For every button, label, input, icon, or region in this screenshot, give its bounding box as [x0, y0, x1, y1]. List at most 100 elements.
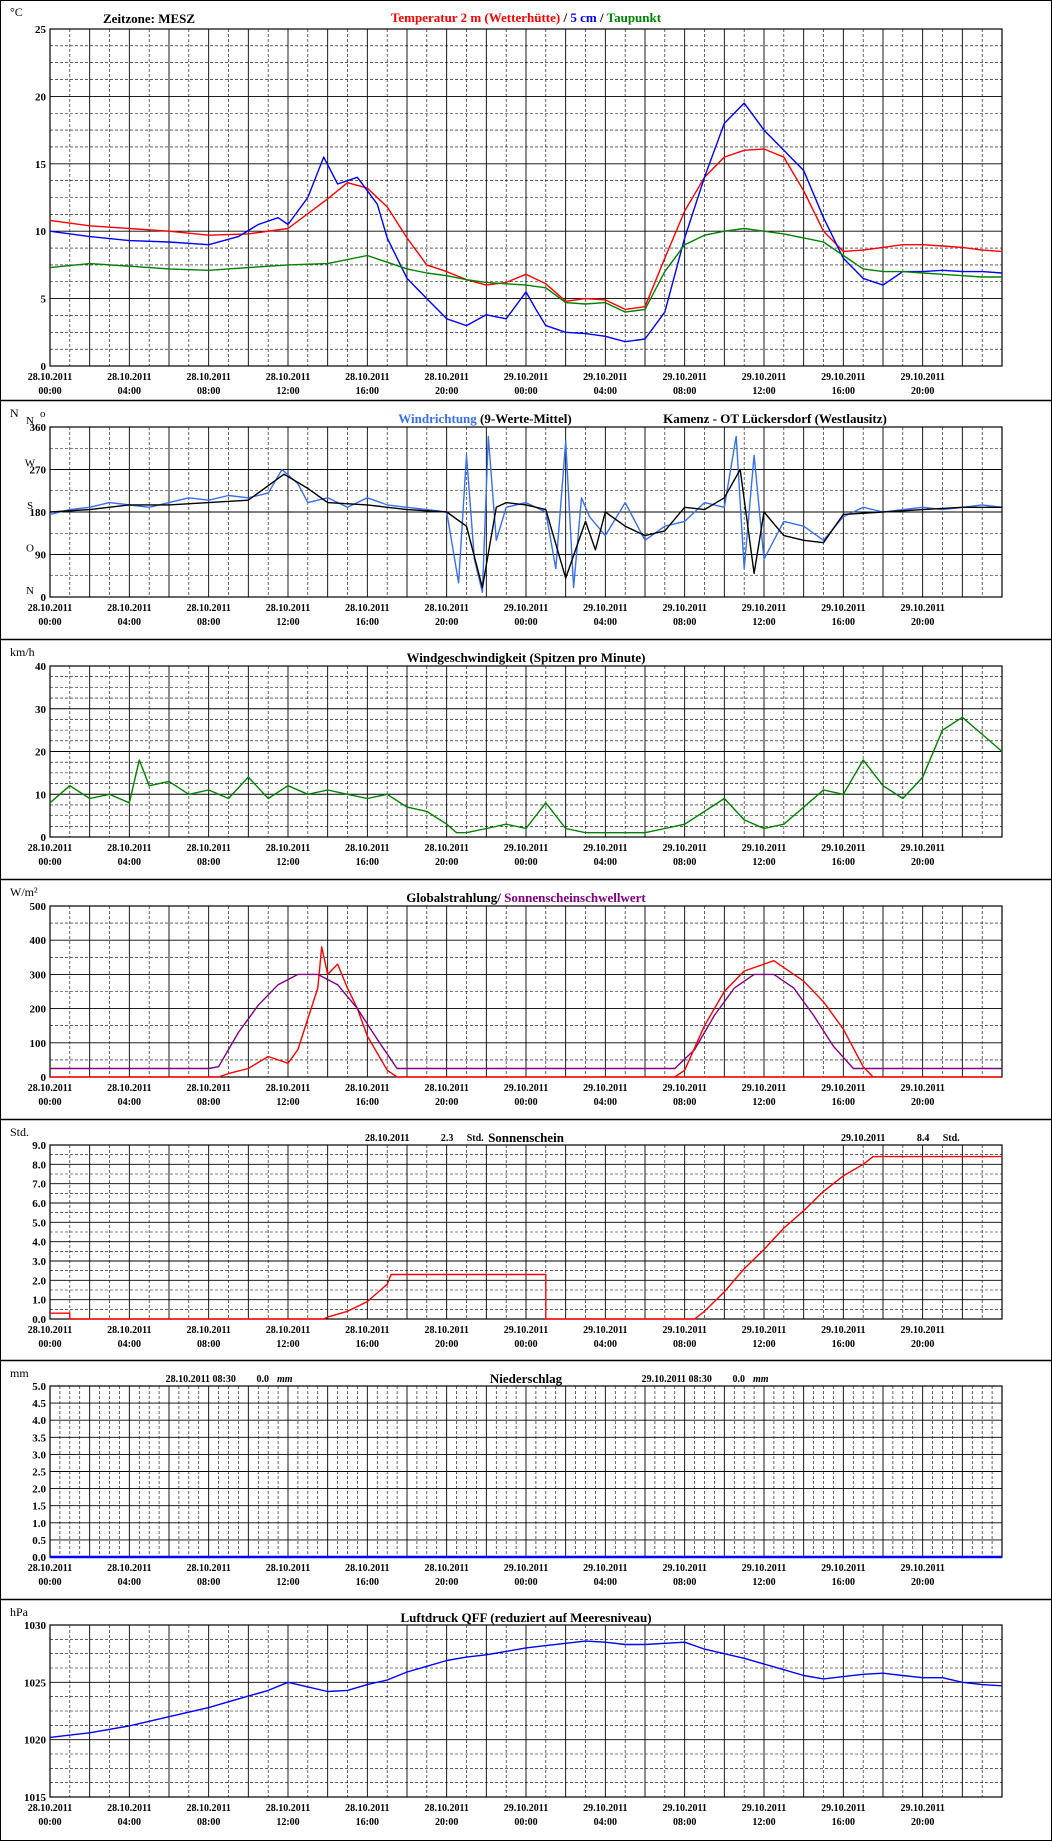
xtick-time: 16:00 — [356, 617, 379, 628]
title-part: / — [597, 10, 607, 25]
xtick-date: 28.10.2011 — [345, 372, 389, 383]
xtick-time: 00:00 — [38, 1097, 61, 1108]
ytick-label: 180 — [30, 507, 47, 519]
ytick-label: 1030 — [24, 1620, 47, 1632]
ytick-label: 3.0 — [32, 1449, 46, 1461]
series-line-1 — [50, 973, 1002, 1070]
xtick-date: 29.10.2011 — [821, 1563, 865, 1574]
xtick-date: 28.10.2011 — [28, 843, 72, 854]
xtick-time: 16:00 — [832, 1577, 855, 1588]
xtick-time: 08:00 — [673, 1577, 696, 1588]
day-note-unit: Std. — [943, 1133, 960, 1144]
xtick-time: 12:00 — [276, 1577, 299, 1588]
xtick-time: 08:00 — [673, 1097, 696, 1108]
xtick-time: 04:00 — [594, 617, 617, 628]
xtick-date: 29.10.2011 — [662, 1083, 706, 1094]
chart-title: Niederschlag — [490, 1371, 563, 1386]
day-note-unit: mm — [277, 1374, 293, 1385]
xtick-time: 16:00 — [356, 386, 379, 397]
title-part: Globalstrahlung/ — [406, 890, 504, 905]
ytick-label: 20 — [35, 91, 47, 103]
xtick-date: 29.10.2011 — [742, 603, 786, 614]
ytick-label: 0 — [41, 592, 47, 604]
xtick-date: 29.10.2011 — [821, 843, 865, 854]
xtick-time: 08:00 — [197, 1817, 220, 1828]
xtick-time: 00:00 — [514, 1097, 537, 1108]
xtick-time: 20:00 — [435, 1097, 458, 1108]
xtick-date: 28.10.2011 — [186, 843, 230, 854]
xtick-date: 29.10.2011 — [900, 843, 944, 854]
day-note-date: 29.10.2011 — [841, 1133, 885, 1144]
xtick-time: 08:00 — [673, 857, 696, 868]
ytick-label: 200 — [30, 1004, 47, 1016]
xtick-time: 04:00 — [594, 1339, 617, 1350]
xtick-date: 28.10.2011 — [186, 603, 230, 614]
ytick-label: 15 — [35, 159, 47, 171]
xtick-time: 00:00 — [38, 857, 61, 868]
xtick-date: 29.10.2011 — [900, 1563, 944, 1574]
xtick-date: 28.10.2011 — [107, 372, 151, 383]
xtick-time: 20:00 — [435, 386, 458, 397]
ytick-label: 1020 — [24, 1735, 47, 1747]
ytick-label: 7.0 — [32, 1179, 46, 1191]
xtick-date: 29.10.2011 — [900, 1325, 944, 1336]
series-line-1 — [49, 102, 1003, 343]
xtick-time: 12:00 — [276, 1817, 299, 1828]
xtick-time: 04:00 — [594, 1097, 617, 1108]
direction-label: N — [26, 415, 34, 427]
xtick-time: 08:00 — [197, 1577, 220, 1588]
day-note-unit: Std. — [467, 1133, 484, 1144]
ytick-label: 1025 — [24, 1677, 47, 1689]
xtick-time: 12:00 — [752, 1097, 775, 1108]
chart-title: Windrichtung (9-Werte-Mittel) — [398, 411, 571, 426]
ytick-label: 40 — [35, 661, 47, 673]
unit-label: W/m² — [10, 885, 38, 899]
ytick-label: 1015 — [24, 1792, 47, 1804]
xtick-date: 28.10.2011 — [266, 372, 310, 383]
xtick-date: 29.10.2011 — [504, 1083, 548, 1094]
xtick-time: 00:00 — [514, 857, 537, 868]
xtick-time: 12:00 — [752, 857, 775, 868]
direction-label: O — [26, 543, 34, 555]
ytick-label: 1.0 — [32, 1295, 46, 1307]
plot-frame — [49, 1144, 1003, 1320]
title-part: Temperatur 2 m (Wetterhütte) — [391, 10, 560, 25]
xtick-time: 20:00 — [911, 1097, 934, 1108]
xtick-time: 00:00 — [38, 1817, 61, 1828]
ytick-label: 4.0 — [32, 1237, 46, 1249]
ytick-label: 0 — [41, 361, 47, 373]
xtick-date: 29.10.2011 — [583, 1083, 627, 1094]
xtick-date: 29.10.2011 — [662, 1325, 706, 1336]
xtick-date: 29.10.2011 — [662, 1803, 706, 1814]
title-part: Sonnenscheinschwellwert — [504, 890, 646, 905]
xtick-time: 20:00 — [911, 617, 934, 628]
panel-temp: 0 5 10 15 20 25 °C Zeitzone: MESZ Temperatur 2 m… — [10, 5, 1003, 397]
xtick-date: 28.10.2011 — [424, 843, 468, 854]
xtick-time: 08:00 — [197, 857, 220, 868]
xtick-date: 29.10.2011 — [583, 372, 627, 383]
xtick-time: 04:00 — [118, 1339, 141, 1350]
xtick-time: 20:00 — [435, 1339, 458, 1350]
xtick-time: 00:00 — [38, 617, 61, 628]
xtick-date: 28.10.2011 — [266, 1325, 310, 1336]
location-label: Kamenz - OT Lückersdorf (Westlausitz) — [663, 411, 887, 426]
xtick-date: 28.10.2011 — [186, 372, 230, 383]
ytick-label: 4.5 — [32, 1398, 46, 1410]
xtick-date: 28.10.2011 — [266, 843, 310, 854]
xtick-time: 04:00 — [594, 386, 617, 397]
xtick-time: 16:00 — [356, 1097, 379, 1108]
title-part: Taupunkt — [607, 10, 662, 25]
xtick-date: 28.10.2011 — [186, 1083, 230, 1094]
xtick-time: 04:00 — [118, 1097, 141, 1108]
xtick-date: 29.10.2011 — [821, 1083, 865, 1094]
ytick-label: 3.5 — [32, 1432, 46, 1444]
xtick-time: 08:00 — [197, 1097, 220, 1108]
ytick-label: 30 — [35, 704, 47, 716]
ytick-label: 10 — [35, 789, 47, 801]
xtick-time: 16:00 — [356, 857, 379, 868]
xtick-date: 29.10.2011 — [504, 603, 548, 614]
xtick-time: 08:00 — [197, 617, 220, 628]
series-line-0 — [50, 1155, 1002, 1320]
